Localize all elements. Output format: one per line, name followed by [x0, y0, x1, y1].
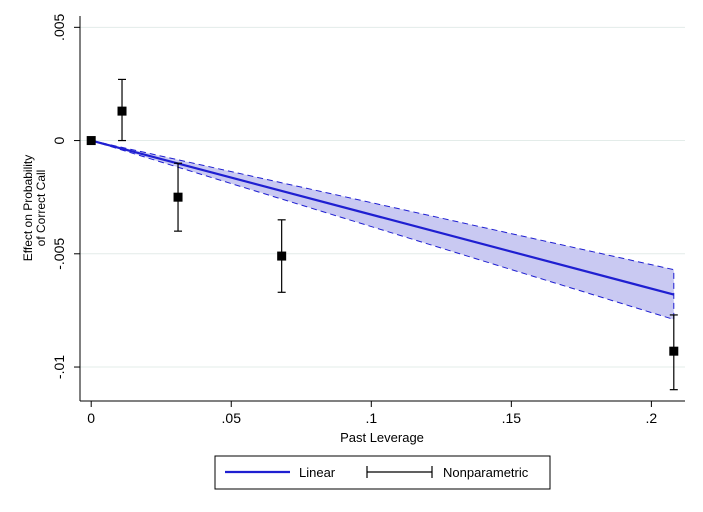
- nonparametric-point-2: [173, 192, 183, 202]
- x-tick-label-4: .2: [646, 410, 658, 426]
- nonparametric-points: [86, 78, 679, 391]
- x-tick-label-2: .1: [365, 410, 377, 426]
- x-tick-label-3: .15: [502, 410, 522, 426]
- y-tick-label-0: .005: [51, 13, 67, 40]
- legend-nonparametric-label: Nonparametric: [443, 465, 529, 480]
- ci-lower-dashed-line: [91, 140, 675, 321]
- y-axis-label-line-1: Effect on Probability: [21, 155, 35, 262]
- nonparametric-point-4: [669, 346, 679, 356]
- legend-linear-label: Linear: [299, 465, 336, 480]
- y-tick-label-1: 0: [51, 136, 67, 144]
- grid: [80, 26, 685, 368]
- nonparametric-point-3: [277, 251, 287, 261]
- nonparametric-point-1: [117, 106, 127, 116]
- y-tick-label-2: -.005: [51, 238, 67, 270]
- x-tick-label-0: 0: [87, 410, 95, 426]
- axes: 0 .05 .1 .15 .2 .005 0 -.005 -.01: [51, 13, 685, 426]
- ci-upper-dashed-line: [91, 140, 675, 295]
- legend-nonparametric-swatch: [366, 466, 433, 478]
- linear-fit-line: [90, 139, 675, 296]
- y-axis-label-line-2: of Correct Call: [34, 170, 48, 247]
- y-axis-label: Effect on Probability of Correct Call: [21, 155, 48, 262]
- y-tick-label-3: -.01: [51, 355, 67, 379]
- legend: Linear Nonparametric: [214, 455, 551, 490]
- x-axis-label: Past Leverage: [340, 430, 424, 445]
- nonparametric-point-0: [86, 136, 96, 146]
- x-tick-label-1: .05: [222, 410, 242, 426]
